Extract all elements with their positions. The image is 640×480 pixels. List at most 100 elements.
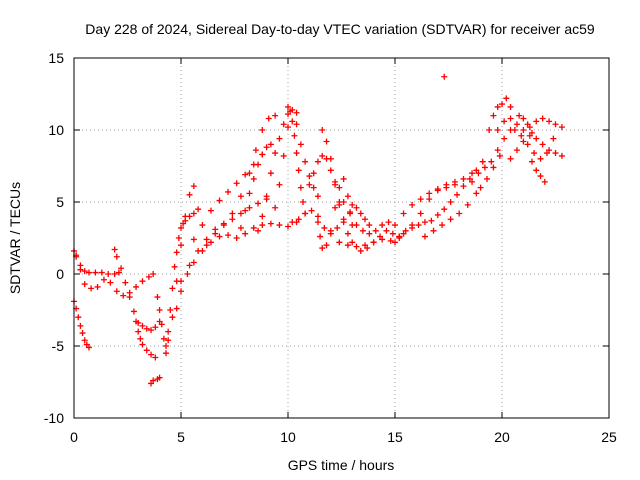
data-point [332, 178, 339, 185]
data-point [302, 210, 309, 217]
data-point [528, 129, 535, 136]
data-point [120, 292, 127, 299]
data-point [370, 239, 377, 246]
data-point [126, 294, 133, 301]
data-point [511, 127, 518, 133]
data-point [475, 170, 482, 177]
data-point [415, 222, 422, 229]
data-point [409, 201, 416, 208]
data-point [276, 135, 283, 142]
data-point [133, 283, 140, 290]
data-point [139, 341, 146, 348]
data-point [98, 269, 105, 276]
data-point [501, 135, 508, 142]
data-point [178, 224, 184, 231]
data-point [167, 307, 174, 313]
data-point [392, 222, 398, 229]
data-point [105, 271, 112, 277]
data-point [81, 281, 88, 288]
chart-title: Day 228 of 2024, Sidereal Day-to-day VTE… [85, 21, 595, 37]
data-point [156, 307, 163, 313]
data-point [546, 118, 553, 125]
data-point [272, 150, 279, 157]
data-point [310, 184, 317, 191]
data-point [539, 115, 546, 122]
data-point [163, 350, 170, 357]
data-point [558, 124, 565, 131]
data-point [439, 222, 446, 229]
series-track-18 [293, 121, 321, 200]
data-point [336, 239, 343, 246]
series-track-7 [154, 183, 197, 349]
data-point [499, 101, 505, 108]
data-point [451, 178, 458, 185]
data-point [481, 164, 488, 171]
data-point [366, 222, 373, 229]
data-point [297, 141, 304, 148]
data-point [552, 150, 559, 157]
data-point [503, 95, 510, 102]
data-point [409, 224, 416, 231]
series-track-31 [469, 127, 514, 185]
data-point [516, 112, 523, 119]
series-track-10 [178, 196, 270, 285]
data-point [426, 196, 433, 203]
data-point [113, 288, 120, 295]
data-point [169, 314, 176, 321]
data-point [421, 233, 428, 240]
data-point [297, 184, 304, 191]
data-point [392, 239, 398, 246]
data-point [94, 283, 101, 290]
data-point [154, 294, 161, 301]
data-point [299, 199, 306, 205]
data-point [385, 219, 392, 226]
data-point [293, 109, 300, 116]
data-point [242, 171, 249, 178]
data-point [308, 207, 315, 214]
data-point [323, 242, 330, 249]
data-point [314, 219, 321, 226]
data-point [334, 224, 341, 231]
data-point [280, 121, 287, 128]
data-point [169, 285, 176, 292]
data-point [178, 242, 184, 249]
data-point [150, 271, 157, 277]
data-point [160, 335, 167, 342]
data-point [287, 108, 294, 115]
data-point [113, 253, 120, 260]
data-point [250, 175, 257, 182]
axis-ticks [73, 57, 610, 419]
data-point [246, 204, 253, 211]
data-point [186, 191, 193, 198]
data-point [473, 190, 480, 197]
data-point [111, 271, 118, 277]
data-point [171, 263, 178, 270]
data-point [387, 237, 394, 244]
data-point [233, 180, 240, 187]
x-tick-label: 10 [280, 429, 296, 445]
data-point [285, 223, 291, 230]
data-point [225, 188, 232, 195]
data-point [173, 249, 180, 256]
data-point [443, 181, 450, 188]
data-point [85, 269, 92, 276]
x-tick-label: 5 [177, 429, 185, 445]
data-point [195, 206, 202, 213]
data-point [344, 193, 351, 200]
data-point [353, 204, 360, 211]
data-point [314, 213, 321, 220]
data-point [182, 217, 189, 224]
data-point [143, 325, 150, 332]
data-point [319, 245, 326, 252]
data-point [421, 219, 428, 226]
series-track-29 [421, 190, 480, 240]
data-point [255, 227, 262, 234]
data-point [100, 276, 107, 283]
data-point [115, 269, 122, 276]
data-point [216, 197, 223, 204]
data-point [353, 243, 360, 250]
data-point [383, 227, 390, 234]
data-point [175, 235, 182, 241]
data-point [199, 222, 206, 229]
